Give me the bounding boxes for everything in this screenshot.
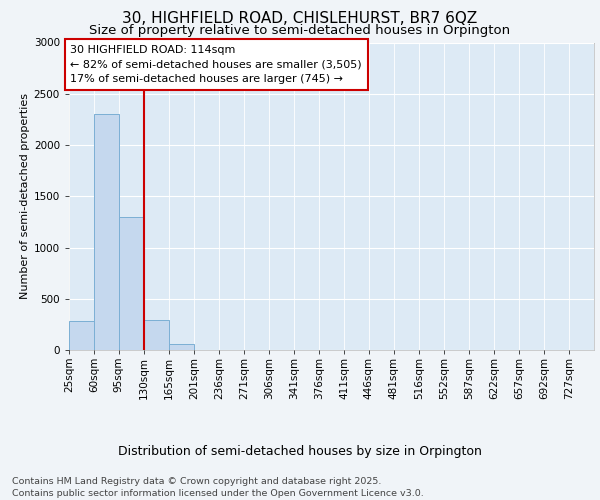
Text: 30, HIGHFIELD ROAD, CHISLEHURST, BR7 6QZ: 30, HIGHFIELD ROAD, CHISLEHURST, BR7 6QZ bbox=[122, 11, 478, 26]
Bar bbox=[144, 320, 169, 350]
Bar bbox=[94, 114, 119, 350]
Bar bbox=[69, 321, 94, 350]
Bar bbox=[119, 217, 144, 350]
Bar bbox=[169, 344, 194, 350]
Text: Contains HM Land Registry data © Crown copyright and database right 2025.
Contai: Contains HM Land Registry data © Crown c… bbox=[12, 476, 424, 498]
Text: Distribution of semi-detached houses by size in Orpington: Distribution of semi-detached houses by … bbox=[118, 444, 482, 458]
Y-axis label: Number of semi-detached properties: Number of semi-detached properties bbox=[20, 93, 29, 299]
Text: 30 HIGHFIELD ROAD: 114sqm
← 82% of semi-detached houses are smaller (3,505)
17% : 30 HIGHFIELD ROAD: 114sqm ← 82% of semi-… bbox=[70, 44, 362, 84]
Text: Size of property relative to semi-detached houses in Orpington: Size of property relative to semi-detach… bbox=[89, 24, 511, 37]
